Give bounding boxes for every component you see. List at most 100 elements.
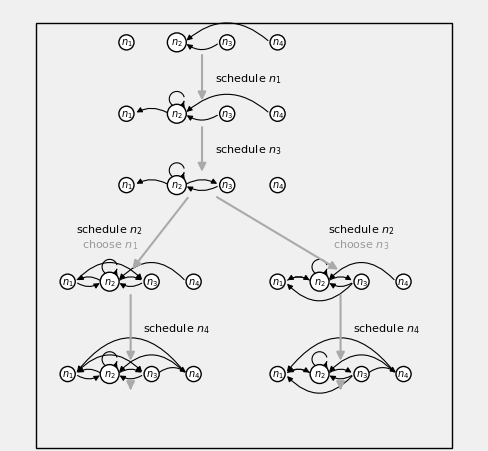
Text: $n_2$: $n_2$ [314, 368, 325, 380]
Text: $n_2$: $n_2$ [104, 276, 116, 288]
FancyArrowPatch shape [120, 276, 141, 281]
Text: schedule $n_2$: schedule $n_2$ [328, 223, 395, 237]
FancyArrowPatch shape [330, 263, 394, 280]
Text: $n_4$: $n_4$ [397, 368, 409, 380]
Circle shape [167, 34, 186, 53]
Circle shape [119, 178, 134, 193]
Text: $n_1$: $n_1$ [121, 109, 132, 120]
Circle shape [396, 275, 411, 290]
Text: $n_1$: $n_1$ [272, 368, 284, 380]
FancyArrowPatch shape [120, 368, 141, 373]
Text: schedule $n_3$: schedule $n_3$ [215, 143, 281, 157]
Text: schedule $n_1$: schedule $n_1$ [215, 72, 281, 86]
FancyArrowPatch shape [138, 109, 167, 113]
FancyArrowPatch shape [120, 355, 184, 372]
FancyArrowPatch shape [121, 376, 142, 381]
Circle shape [270, 367, 285, 382]
Circle shape [100, 365, 119, 384]
FancyArrowPatch shape [138, 180, 167, 184]
FancyArrowPatch shape [188, 187, 217, 192]
Text: $n_4$: $n_4$ [271, 180, 284, 192]
FancyArrowPatch shape [78, 376, 99, 381]
Text: $n_4$: $n_4$ [271, 37, 284, 49]
FancyArrowPatch shape [159, 368, 185, 373]
FancyArrowPatch shape [187, 45, 218, 51]
Text: $n_1$: $n_1$ [272, 276, 284, 288]
Circle shape [60, 367, 75, 382]
FancyArrowPatch shape [288, 368, 310, 373]
FancyArrowPatch shape [330, 376, 352, 381]
Text: $n_4$: $n_4$ [397, 276, 409, 288]
Circle shape [186, 275, 201, 290]
Circle shape [220, 107, 235, 122]
Circle shape [270, 107, 285, 122]
Circle shape [354, 275, 369, 290]
FancyArrowPatch shape [287, 368, 308, 373]
FancyArrowPatch shape [121, 284, 142, 288]
Circle shape [144, 275, 159, 290]
Circle shape [270, 36, 285, 51]
Text: $n_1$: $n_1$ [121, 180, 132, 192]
Circle shape [270, 275, 285, 290]
Text: $n_1$: $n_1$ [121, 37, 132, 49]
Text: $n_2$: $n_2$ [314, 276, 325, 288]
FancyArrowPatch shape [78, 338, 184, 372]
Text: $n_4$: $n_4$ [271, 109, 284, 120]
FancyArrowPatch shape [329, 276, 350, 281]
Circle shape [270, 178, 285, 193]
FancyArrowPatch shape [329, 368, 350, 373]
Text: $n_2$: $n_2$ [171, 109, 183, 120]
FancyArrowPatch shape [187, 24, 268, 41]
Text: $n_3$: $n_3$ [221, 180, 233, 192]
Circle shape [60, 275, 75, 290]
FancyArrowPatch shape [288, 376, 352, 393]
Circle shape [167, 105, 186, 124]
Circle shape [144, 367, 159, 382]
Text: schedule $n_4$: schedule $n_4$ [353, 321, 420, 335]
Text: $n_4$: $n_4$ [187, 276, 200, 288]
Text: $n_3$: $n_3$ [356, 276, 367, 288]
Text: $n_3$: $n_3$ [221, 37, 233, 49]
Circle shape [186, 367, 201, 382]
FancyArrowPatch shape [77, 263, 142, 280]
Circle shape [220, 178, 235, 193]
Text: schedule $n_4$: schedule $n_4$ [143, 321, 210, 335]
Text: $n_3$: $n_3$ [221, 109, 233, 120]
Circle shape [220, 36, 235, 51]
FancyArrowPatch shape [187, 180, 216, 184]
Text: $n_3$: $n_3$ [145, 368, 158, 380]
Circle shape [354, 367, 369, 382]
FancyArrowPatch shape [187, 95, 268, 113]
Circle shape [310, 365, 329, 384]
Circle shape [310, 272, 329, 291]
Text: $n_1$: $n_1$ [62, 276, 74, 288]
FancyArrowPatch shape [120, 263, 184, 280]
FancyArrowPatch shape [330, 355, 394, 372]
FancyArrowPatch shape [77, 355, 142, 372]
Circle shape [396, 367, 411, 382]
FancyArrowPatch shape [78, 284, 99, 288]
Text: choose $n_3$: choose $n_3$ [333, 238, 390, 251]
Text: $n_3$: $n_3$ [145, 276, 158, 288]
FancyArrowPatch shape [79, 368, 100, 373]
Text: $n_4$: $n_4$ [187, 368, 200, 380]
FancyArrowPatch shape [287, 276, 308, 281]
FancyArrowPatch shape [79, 276, 100, 281]
Text: schedule $n_2$: schedule $n_2$ [76, 223, 143, 237]
Text: $n_1$: $n_1$ [62, 368, 74, 380]
Text: choose $n_1$: choose $n_1$ [81, 238, 138, 251]
Text: $n_2$: $n_2$ [171, 180, 183, 192]
FancyArrowPatch shape [288, 276, 310, 281]
FancyArrowPatch shape [287, 338, 394, 372]
Circle shape [119, 107, 134, 122]
Circle shape [100, 272, 119, 291]
FancyArrowPatch shape [330, 284, 352, 288]
FancyArrowPatch shape [288, 284, 352, 301]
FancyArrowPatch shape [369, 368, 395, 373]
Text: $n_3$: $n_3$ [356, 368, 367, 380]
Circle shape [119, 36, 134, 51]
FancyArrowPatch shape [188, 116, 217, 121]
Circle shape [167, 176, 186, 195]
Text: $n_2$: $n_2$ [104, 368, 116, 380]
Text: $n_2$: $n_2$ [171, 37, 183, 49]
